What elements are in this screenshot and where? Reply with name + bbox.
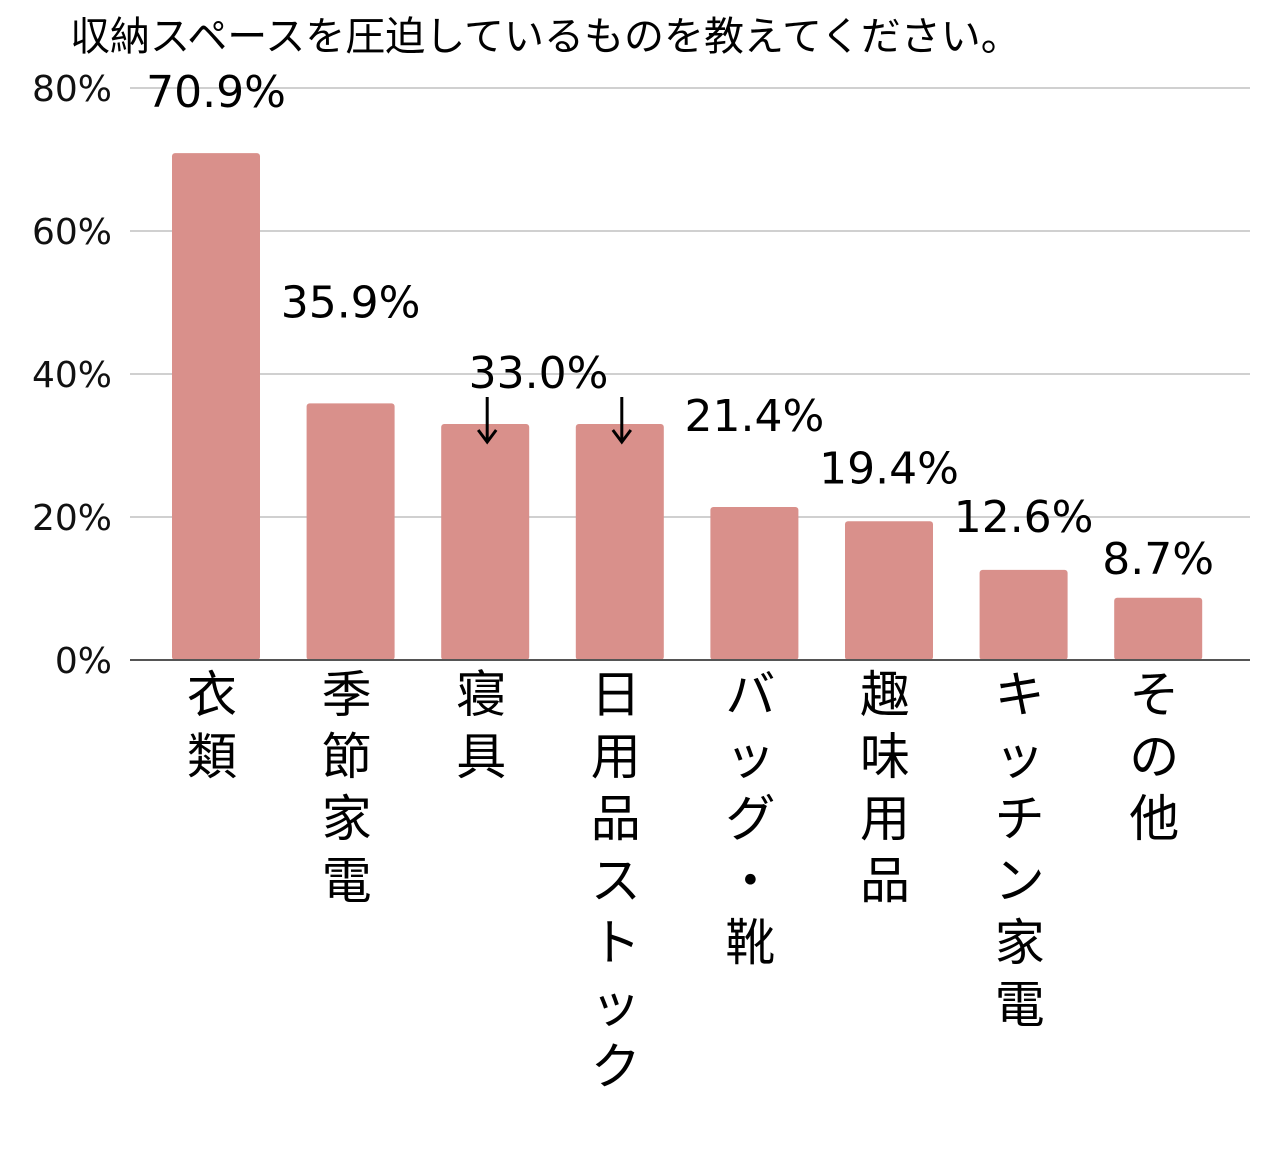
data-label: 35.9% — [281, 277, 421, 328]
data-label: 19.4% — [819, 443, 959, 494]
bar — [1114, 597, 1203, 660]
bar — [172, 153, 260, 660]
x-category-label: 趣味用品 — [860, 666, 910, 910]
data-label: 12.6% — [954, 492, 1094, 543]
x-category-label: バッグ・靴 — [725, 666, 775, 972]
annotation-arrow-head — [477, 429, 498, 445]
bar — [575, 424, 664, 660]
x-category-label: 寝具 — [456, 666, 506, 786]
y-tick-label: 20% — [32, 498, 112, 539]
chart-title: 収納スペースを圧迫しているものを教えてください。 — [70, 14, 1021, 60]
data-label: 33.0% — [469, 348, 609, 399]
data-label: 21.4% — [685, 391, 825, 442]
bar — [845, 521, 933, 660]
y-tick-label: 60% — [32, 212, 112, 253]
y-tick-label: 40% — [32, 355, 112, 396]
data-label: 70.9% — [146, 67, 286, 118]
bar — [441, 424, 530, 660]
x-category-label: キッチン家電 — [995, 666, 1045, 1034]
data-label: 8.7% — [1102, 534, 1214, 585]
x-category-label: 衣類 — [187, 666, 237, 786]
annotation-arrow-head — [611, 429, 632, 445]
bar — [306, 403, 395, 660]
x-category-label: 日用品ストック — [591, 666, 641, 1096]
bar — [979, 569, 1068, 660]
y-tick-label: 0% — [55, 641, 112, 682]
x-category-label: 季節家電 — [322, 666, 372, 910]
x-category-label: その他 — [1129, 666, 1179, 848]
bar — [710, 506, 799, 660]
y-tick-label: 80% — [32, 69, 112, 110]
